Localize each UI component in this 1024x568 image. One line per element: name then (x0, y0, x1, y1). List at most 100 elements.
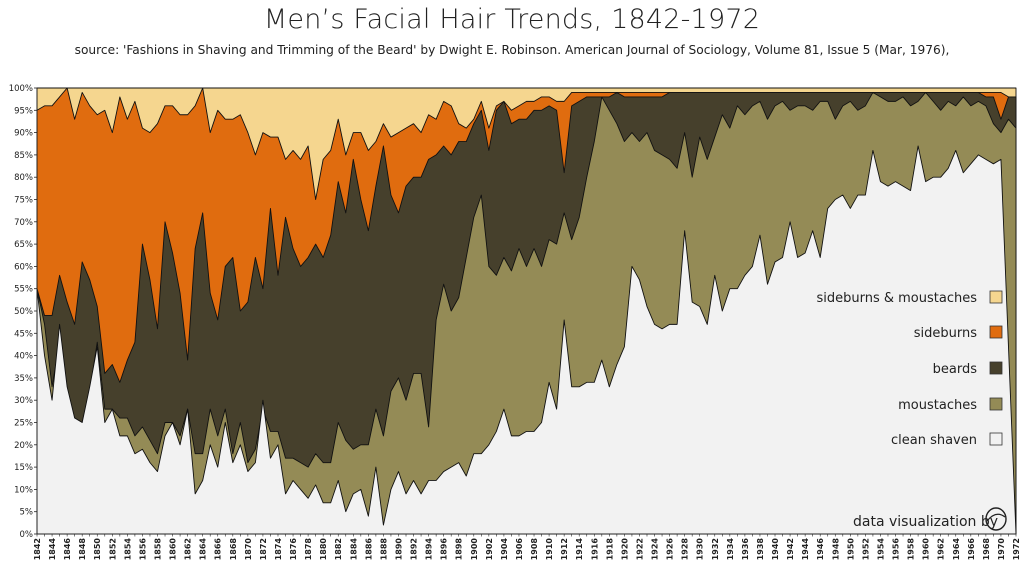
x-tick-label: 1960 (922, 538, 931, 561)
x-tick-label: 1886 (364, 538, 373, 561)
x-tick-label: 1938 (756, 538, 765, 561)
logo-icon (985, 507, 1007, 531)
legend-label-beards: beards (933, 362, 978, 377)
x-tick-label: 1878 (304, 538, 313, 561)
x-tick-label: 1920 (620, 538, 629, 561)
x-tick-label: 1930 (696, 538, 705, 561)
y-tick-label: 5% (20, 508, 34, 518)
y-tick-label: 65% (14, 240, 33, 250)
x-tick-label: 1850 (93, 538, 102, 561)
x-tick-label: 1890 (394, 538, 403, 561)
legend-label-clean-shaven: clean shaven (891, 433, 977, 448)
x-tick-label: 1922 (635, 538, 644, 560)
x-tick-label: 1902 (485, 538, 494, 560)
y-tick-label: 50% (14, 307, 33, 317)
x-tick-label: 1924 (651, 538, 660, 561)
x-tick-label: 1860 (169, 538, 178, 561)
x-tick-label: 1948 (831, 538, 840, 561)
y-tick-label: 40% (14, 352, 33, 362)
legend-swatch-moustaches (989, 397, 1003, 411)
x-tick-label: 1900 (470, 538, 479, 561)
x-tick-label: 1958 (907, 538, 916, 561)
y-tick-label: 70% (14, 218, 33, 228)
legend-swatch-sideburns-and-moustaches (989, 290, 1003, 304)
x-tick-label: 1876 (289, 538, 298, 561)
y-tick-label: 25% (14, 419, 33, 429)
chart-subtitle: source: 'Fashions in Shaving and Trimmin… (74, 43, 950, 57)
x-tick-label: 1916 (590, 538, 599, 561)
legend-swatch-sideburns (989, 325, 1003, 339)
y-tick-label: 15% (14, 463, 33, 473)
y-tick-label: 85% (14, 151, 33, 161)
x-tick-label: 1928 (681, 538, 690, 561)
chart-title: Men’s Facial Hair Trends, 1842-1972 (263, 4, 761, 35)
y-tick-label: 75% (14, 196, 33, 206)
x-tick-label: 1898 (455, 538, 464, 561)
x-tick-label: 1864 (199, 538, 208, 561)
x-tick-label: 1946 (816, 538, 825, 561)
legend-label-moustaches: moustaches (898, 398, 977, 413)
x-tick-label: 1844 (48, 538, 57, 561)
x-tick-label: 1944 (801, 538, 810, 561)
legend-label-sideburns: sideburns (914, 326, 977, 341)
y-tick-label: 20% (14, 441, 33, 451)
x-tick-label: 1892 (410, 538, 419, 560)
x-tick-label: 1950 (846, 538, 855, 561)
x-tick-label: 1866 (214, 538, 223, 561)
legend-swatch-clean-shaven (989, 432, 1003, 446)
x-tick-label: 1970 (997, 538, 1006, 561)
x-tick-label: 1848 (78, 538, 87, 561)
x-tick-label: 1870 (244, 538, 253, 561)
x-tick-label: 1858 (153, 538, 162, 561)
x-tick-label: 1964 (952, 538, 961, 561)
y-tick-label: 10% (14, 485, 33, 495)
x-tick-label: 1888 (379, 538, 388, 561)
x-tick-label: 1880 (319, 538, 328, 561)
area-clean-shaven (36, 145, 1017, 535)
x-tick-label: 1934 (726, 538, 735, 561)
x-tick-label: 1894 (425, 538, 434, 561)
x-tick-label: 1940 (771, 538, 780, 561)
y-tick-label: 90% (14, 129, 33, 139)
y-tick-label: 45% (14, 329, 33, 339)
x-tick-label: 1972 (1012, 538, 1021, 560)
y-tick-label: 100% (9, 84, 33, 94)
x-tick-label: 1910 (545, 538, 554, 561)
x-tick-label: 1914 (575, 538, 584, 561)
y-tick-label: 35% (14, 374, 33, 384)
x-tick-label: 1852 (108, 538, 117, 560)
x-tick-label: 1904 (500, 538, 509, 561)
x-tick-label: 1862 (184, 538, 193, 560)
x-tick-label: 1968 (982, 538, 991, 561)
y-tick-label: 55% (14, 285, 33, 295)
y-tick-label: 30% (14, 396, 33, 406)
x-tick-label: 1882 (334, 538, 343, 560)
x-tick-label: 1942 (786, 538, 795, 560)
x-tick-label: 1874 (274, 538, 283, 561)
x-tick-label: 1956 (892, 538, 901, 561)
x-tick-label: 1918 (605, 538, 614, 561)
x-tick-label: 1884 (349, 538, 358, 561)
x-tick-label: 1932 (711, 538, 720, 560)
x-tick-label: 1936 (741, 538, 750, 561)
x-tick-label: 1846 (63, 538, 72, 561)
x-tick-label: 1908 (530, 538, 539, 561)
x-tick-label: 1962 (937, 538, 946, 560)
legend-label-sideburns-and-moustaches: sideburns & moustaches (816, 291, 977, 306)
y-tick-label: 95% (14, 106, 33, 116)
credit-text: data visualization by (853, 514, 999, 530)
x-tick-label: 1872 (259, 538, 268, 560)
y-tick-label: 80% (14, 173, 33, 183)
legend-swatch-beards (989, 361, 1003, 375)
x-tick-label: 1854 (123, 538, 132, 561)
x-tick-label: 1856 (138, 538, 147, 561)
x-tick-label: 1906 (515, 538, 524, 561)
x-tick-label: 1926 (666, 538, 675, 561)
x-tick-label: 1912 (560, 538, 569, 560)
y-tick-label: 0% (20, 530, 34, 540)
x-tick-label: 1842 (33, 538, 42, 560)
x-tick-label: 1896 (440, 538, 449, 561)
y-tick-label: 60% (14, 262, 33, 272)
x-tick-label: 1954 (876, 538, 885, 561)
